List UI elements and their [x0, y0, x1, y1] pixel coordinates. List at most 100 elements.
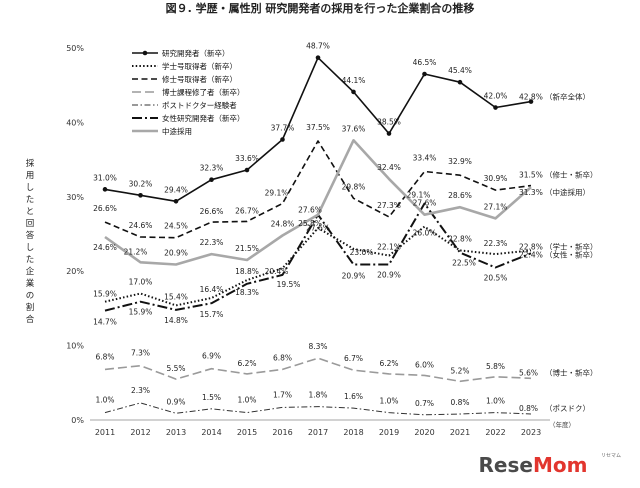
- data-label: 15.9%: [129, 308, 153, 317]
- data-label: 27.1%: [484, 202, 508, 211]
- data-label: 1.7%: [273, 390, 292, 399]
- x-tick-label: 2021: [450, 428, 470, 437]
- data-label: 25.8%: [298, 219, 322, 228]
- data-label: 22.1%: [377, 243, 401, 252]
- legend-label: 学士号取得者（新卒）: [162, 61, 237, 71]
- data-label: 29.8%: [342, 182, 366, 191]
- data-label: 24.8%: [271, 219, 295, 228]
- data-label: 21.5%: [235, 244, 259, 253]
- data-label: 26.6%: [93, 204, 117, 213]
- data-label: 15.4%: [164, 292, 188, 301]
- series-point: [457, 79, 463, 85]
- series-end-note: （博士・新卒）: [545, 367, 598, 377]
- data-label: 42.0%: [484, 92, 508, 101]
- data-label: 6.9%: [202, 352, 221, 361]
- x-tick-label: 2018: [343, 428, 363, 437]
- series-point: [280, 137, 285, 142]
- y-axis-label-char: 業: [26, 278, 35, 289]
- data-label: 0.9%: [166, 397, 185, 406]
- data-label: 1.8%: [308, 391, 327, 400]
- data-label: 23.0%: [350, 248, 374, 257]
- series-end-notes: （新卒全体） （学士・新卒） （修士・新卒） （博士・新卒） （ポスドク） （女性・新卒）…: [545, 92, 598, 413]
- data-label: 6.0%: [415, 360, 434, 369]
- data-label: 29.4%: [164, 185, 188, 194]
- x-axis-unit: （年度）: [549, 420, 575, 429]
- data-label: 15.7%: [200, 310, 224, 319]
- data-label: 24.5%: [164, 222, 188, 231]
- data-label: 32.3%: [200, 164, 224, 173]
- y-tick-label: 50%: [66, 44, 84, 53]
- y-tick-label: 30%: [66, 193, 84, 202]
- series-line-3: [104, 357, 532, 383]
- data-label: 6.2%: [379, 359, 398, 368]
- watermark-tag: リセマム: [601, 453, 621, 459]
- data-label: 16.4%: [200, 285, 224, 294]
- y-axis-label-char: 答: [26, 230, 35, 241]
- series-point: [351, 89, 356, 95]
- legend-label: 博士課程修了者（新卒）: [162, 87, 245, 97]
- data-label: 8.3%: [308, 342, 327, 351]
- data-label: 17.0%: [129, 278, 153, 287]
- data-label: 31.3%: [519, 188, 543, 197]
- data-label: 0.8%: [450, 398, 469, 407]
- data-label: 5.6%: [519, 368, 538, 377]
- y-tick-label: 20%: [66, 267, 84, 276]
- data-label: 27.6%: [306, 224, 330, 233]
- data-label: 38.5%: [377, 118, 401, 127]
- y-axis-label-char: 回: [26, 219, 35, 229]
- legend-label: 女性研究開発者（新卒）: [162, 113, 245, 123]
- data-label: 46.5%: [413, 58, 437, 67]
- series-end-note: （新卒全体）: [545, 92, 590, 102]
- data-label: 45.4%: [448, 66, 472, 75]
- data-label: 21.2%: [124, 247, 148, 256]
- y-tick-label: 10%: [66, 342, 84, 351]
- x-axis-ticks: 2011 2012 2013 2014 2015 2016 2017 2018 2019 2020…: [95, 428, 541, 437]
- data-label: 6.2%: [237, 359, 256, 368]
- series-point: [138, 193, 143, 198]
- data-label: 1.0%: [237, 396, 256, 405]
- data-label: 28.6%: [448, 191, 472, 200]
- x-tick-label: 2022: [485, 428, 505, 437]
- data-label: 26.7%: [235, 206, 259, 215]
- data-label: 20.9%: [342, 272, 366, 281]
- series-point: [386, 131, 392, 136]
- data-label: 2.3%: [131, 386, 150, 395]
- y-axis-label-char: 割: [26, 302, 35, 313]
- series-line-1: [104, 225, 532, 307]
- data-label: 22.4%: [519, 250, 543, 259]
- data-label: 30.2%: [129, 179, 153, 188]
- data-label: 24.6%: [93, 243, 117, 252]
- legend: 研究開発者（新卒） 学士号取得者（新卒） 修士号取得者（新卒） 博士課程修了者（新卒）…: [132, 48, 245, 136]
- legend-label: 研究開発者（新卒）: [162, 48, 230, 58]
- data-label: 6.7%: [344, 354, 363, 363]
- y-axis-label-char: 用: [26, 171, 35, 181]
- series-point: [209, 177, 214, 182]
- series-point: [315, 55, 321, 60]
- y-tick-label: 40%: [66, 118, 84, 127]
- data-label: 29.1%: [265, 188, 289, 197]
- series-end-note: （ポスドク）: [545, 404, 590, 413]
- series-point: [102, 187, 108, 192]
- data-label: 22.8%: [519, 242, 543, 251]
- data-label: 33.6%: [235, 154, 259, 163]
- data-label: 1.0%: [379, 397, 398, 406]
- legend-label: ポストドクター経験者: [162, 100, 237, 110]
- y-axis-label-char: と: [26, 207, 35, 217]
- chart-title: 図９. 学歴・属性別 研究開発者の採用を行った企業割合の推移: [166, 1, 475, 15]
- x-tick-label: 2023: [521, 428, 541, 437]
- data-label: 26.6%: [200, 207, 224, 216]
- y-axis-label-char: 採: [26, 158, 35, 169]
- data-label: 20.5%: [484, 273, 508, 282]
- data-label: 32.4%: [377, 163, 401, 172]
- y-axis-label-char: た: [26, 195, 35, 205]
- legend-label: 中途採用: [162, 126, 192, 136]
- data-label: 22.3%: [200, 238, 224, 247]
- watermark-logo: ReseMom: [479, 453, 588, 477]
- series-line-4: [104, 402, 532, 416]
- data-label: 20.9%: [164, 249, 188, 258]
- data-label: 31.5%: [519, 171, 543, 180]
- series-lines: [102, 55, 534, 416]
- x-tick-label: 2019: [379, 428, 399, 437]
- data-label: 1.0%: [486, 397, 505, 406]
- data-label: 29.1%: [407, 190, 431, 199]
